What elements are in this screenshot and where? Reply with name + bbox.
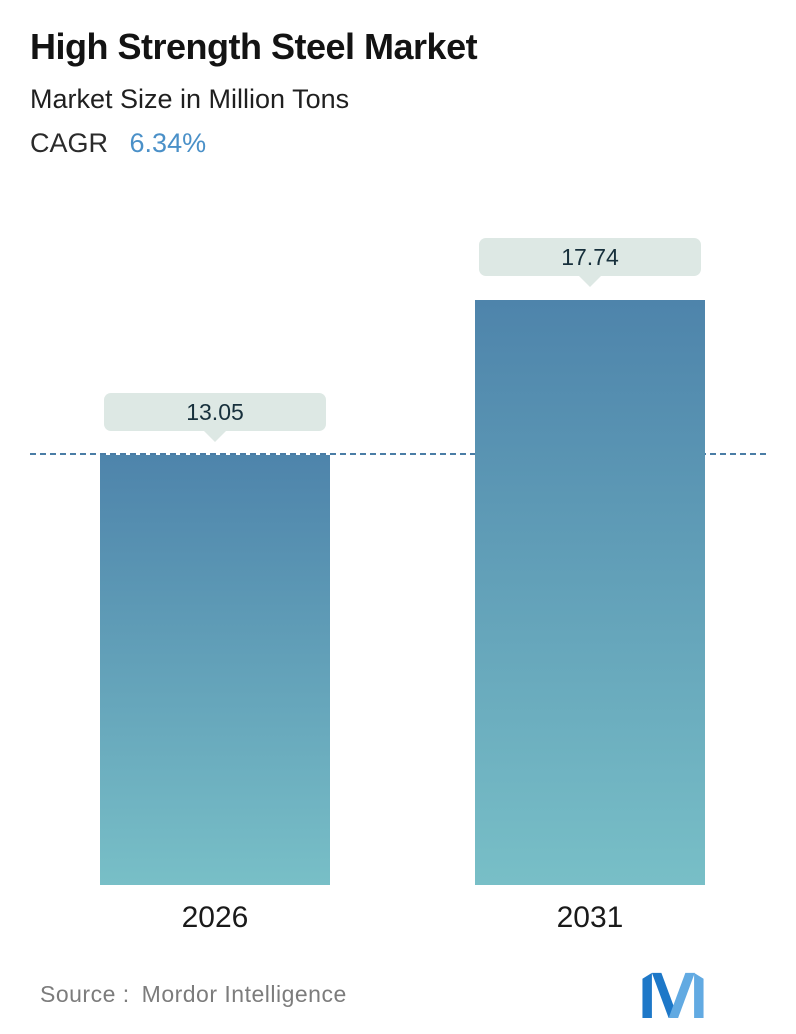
chart-title: High Strength Steel Market — [30, 26, 478, 67]
value-label-2026: 13.05 — [186, 398, 244, 425]
source-label: Source : — [40, 980, 130, 1007]
chart-footer: Source : Mordor Intelligence — [40, 970, 704, 1018]
chart-subtitle: Market Size in Million Tons — [30, 84, 350, 114]
chart-header: High Strength Steel Market Market Size i… — [30, 26, 766, 159]
bar-chart: 13.05 17.74 2026 2031 — [30, 238, 766, 934]
source-value: Mordor Intelligence — [141, 980, 347, 1007]
value-label-2031: 17.74 — [561, 243, 619, 270]
reference-line — [30, 453, 766, 455]
x-axis-label-2026: 2026 — [181, 901, 249, 934]
value-callout-2026: 13.05 — [104, 393, 326, 431]
bar-2031: 17.74 — [475, 238, 705, 885]
cagr-value: 6.34% — [129, 128, 207, 158]
mordor-intelligence-logo — [642, 972, 704, 1018]
value-callout-2031: 17.74 — [479, 238, 701, 276]
cagr-label: CAGR — [30, 128, 109, 158]
x-axis-label-2031: 2031 — [556, 901, 624, 934]
source-text: Source : Mordor Intelligence — [40, 981, 347, 1008]
cagr-row: CAGR 6.34% — [30, 128, 766, 159]
bar-2026: 13.05 — [100, 393, 330, 885]
